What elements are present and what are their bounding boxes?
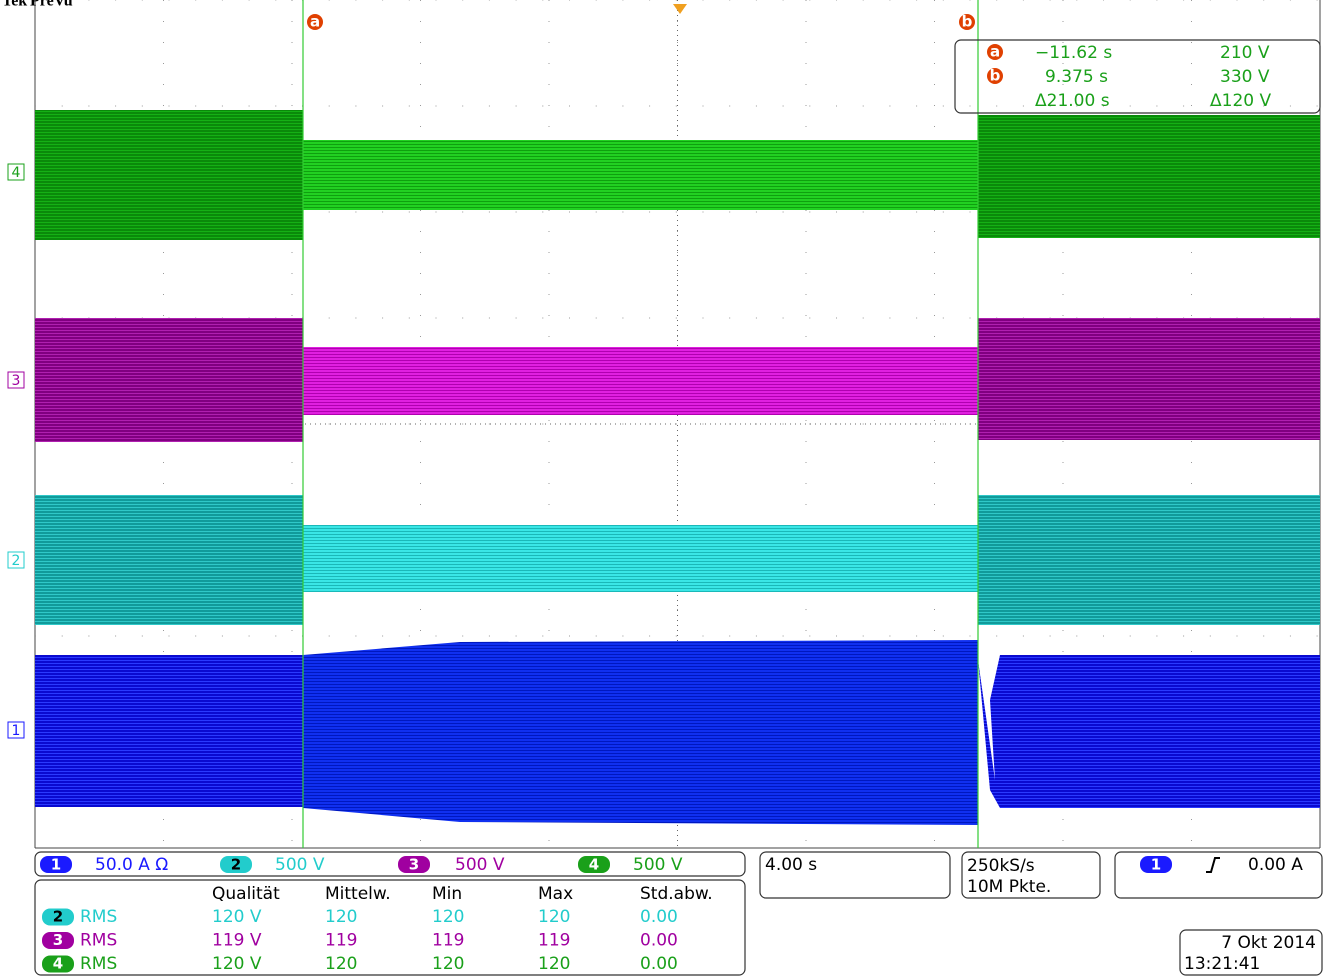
channel-marker: 4 bbox=[12, 165, 21, 181]
measurement-box bbox=[34, 879, 746, 976]
trace-4 bbox=[978, 115, 1320, 238]
trigger-box bbox=[1114, 851, 1323, 899]
cursor-a-label: a bbox=[990, 43, 1000, 61]
channel-pill bbox=[1140, 856, 1172, 873]
marker-box bbox=[7, 371, 25, 389]
measurement-value: 119 bbox=[432, 931, 464, 951]
channel-marker: 3 bbox=[12, 373, 21, 389]
measurement-value: 120 bbox=[432, 907, 464, 927]
waveforms bbox=[35, 110, 1320, 825]
trace-1 bbox=[35, 655, 303, 807]
trigger-position bbox=[673, 4, 687, 14]
measurement-value: 120 bbox=[538, 954, 570, 974]
channel-number: 3 bbox=[53, 931, 63, 949]
measurement-value: 0.00 bbox=[640, 954, 678, 974]
trigger-source: 1 bbox=[1151, 856, 1161, 874]
cursor-b-label: b bbox=[990, 67, 1001, 85]
channel-number: 3 bbox=[409, 856, 419, 874]
time: 13:21:41 bbox=[1184, 954, 1260, 974]
trace-3 bbox=[35, 318, 303, 442]
cursor-b-badge bbox=[959, 14, 975, 30]
column-header: Qualität bbox=[212, 884, 280, 904]
cursor-a-label: a bbox=[310, 13, 320, 31]
cursor-a-badge bbox=[987, 44, 1003, 60]
trace-3 bbox=[978, 318, 1320, 440]
measurement-value: 0.00 bbox=[640, 907, 678, 927]
datetime-box bbox=[1179, 929, 1323, 976]
channel-number: 2 bbox=[53, 908, 63, 926]
sample-rate: 250kS/s bbox=[967, 856, 1035, 876]
measurement-value: 120 V bbox=[212, 907, 262, 927]
trace-4 bbox=[303, 140, 978, 210]
measurement-value: 0.00 bbox=[640, 931, 678, 951]
record-length: 10M Pkte. bbox=[967, 877, 1051, 897]
column-header: Std.abw. bbox=[640, 884, 713, 904]
channel-scale: 500 V bbox=[275, 855, 325, 875]
channel-markers: 4 3 2 1 bbox=[7, 163, 25, 739]
measurement-value: 119 bbox=[325, 931, 357, 951]
trace-2 bbox=[303, 525, 978, 592]
channel-pill bbox=[220, 856, 252, 873]
measurement-value: 119 V bbox=[212, 931, 262, 951]
measurement-type: RMS bbox=[80, 954, 117, 974]
trace-1 bbox=[978, 655, 1320, 808]
trigger-slope-icon bbox=[1206, 857, 1220, 873]
trace-4 bbox=[35, 110, 303, 240]
channel-number: 4 bbox=[589, 856, 599, 874]
channel-bar bbox=[34, 851, 746, 877]
channel-pill bbox=[42, 932, 74, 949]
measurement-value: 120 V bbox=[212, 954, 262, 974]
column-header: Mittelw. bbox=[325, 884, 391, 904]
cursor-b-badge bbox=[987, 68, 1003, 84]
measurement-type: RMS bbox=[80, 907, 117, 927]
trace-2 bbox=[35, 495, 303, 625]
cursor-readout bbox=[954, 39, 1321, 114]
channel-number: 4 bbox=[53, 955, 63, 973]
measurement-value: 120 bbox=[432, 954, 464, 974]
column-header: Min bbox=[432, 884, 462, 904]
marker-box bbox=[7, 163, 25, 181]
cursor-delta-time: Δ21.00 s bbox=[1035, 91, 1110, 111]
channel-pill bbox=[42, 955, 74, 973]
marker-box bbox=[7, 551, 25, 569]
mode: PreVu bbox=[30, 0, 73, 10]
cursor-b-label: b bbox=[962, 13, 973, 31]
trigger-level: 0.00 A bbox=[1248, 855, 1303, 875]
measurement-value: 120 bbox=[325, 954, 357, 974]
channel-marker: 1 bbox=[12, 723, 21, 739]
trace-3 bbox=[303, 347, 978, 415]
measurement-type: RMS bbox=[80, 931, 117, 951]
date: 7 Okt 2014 bbox=[1221, 933, 1316, 953]
cursor-b-time: 9.375 s bbox=[1045, 67, 1108, 87]
brand: Tek bbox=[2, 0, 27, 10]
column-header: Max bbox=[538, 884, 573, 904]
trace-2 bbox=[978, 495, 1320, 625]
measurement-value: 120 bbox=[325, 907, 357, 927]
channel-pill bbox=[578, 856, 610, 873]
channel-scale: 500 V bbox=[633, 855, 683, 875]
measurement-value: 120 bbox=[538, 907, 570, 927]
acquisition-box bbox=[961, 851, 1101, 899]
cursor-a-badge bbox=[307, 14, 323, 30]
channel-number: 2 bbox=[231, 856, 241, 874]
channel-pill bbox=[42, 908, 74, 926]
channel-number: 1 bbox=[51, 856, 61, 874]
measurement-table: Qualität Mittelw. Min Max Std.abw. 2 RMS 120 V 1… bbox=[42, 884, 713, 974]
trace-1 bbox=[303, 640, 978, 825]
cursor-delta-level: Δ120 V bbox=[1210, 91, 1271, 111]
cursor-b-level: 330 V bbox=[1220, 67, 1270, 87]
timebase-box bbox=[759, 851, 951, 899]
cursor-a-time: −11.62 s bbox=[1035, 43, 1112, 63]
channel-marker: 2 bbox=[12, 553, 21, 569]
marker-box bbox=[7, 721, 25, 739]
timebase: 4.00 s bbox=[765, 855, 817, 875]
measurement-value: 119 bbox=[538, 931, 570, 951]
cursor-a-level: 210 V bbox=[1220, 43, 1270, 63]
channel-pill bbox=[398, 856, 430, 873]
channel-scale: 500 V bbox=[455, 855, 505, 875]
channel-scale: 50.0 A Ω bbox=[95, 855, 168, 875]
channel-pill bbox=[40, 856, 72, 873]
